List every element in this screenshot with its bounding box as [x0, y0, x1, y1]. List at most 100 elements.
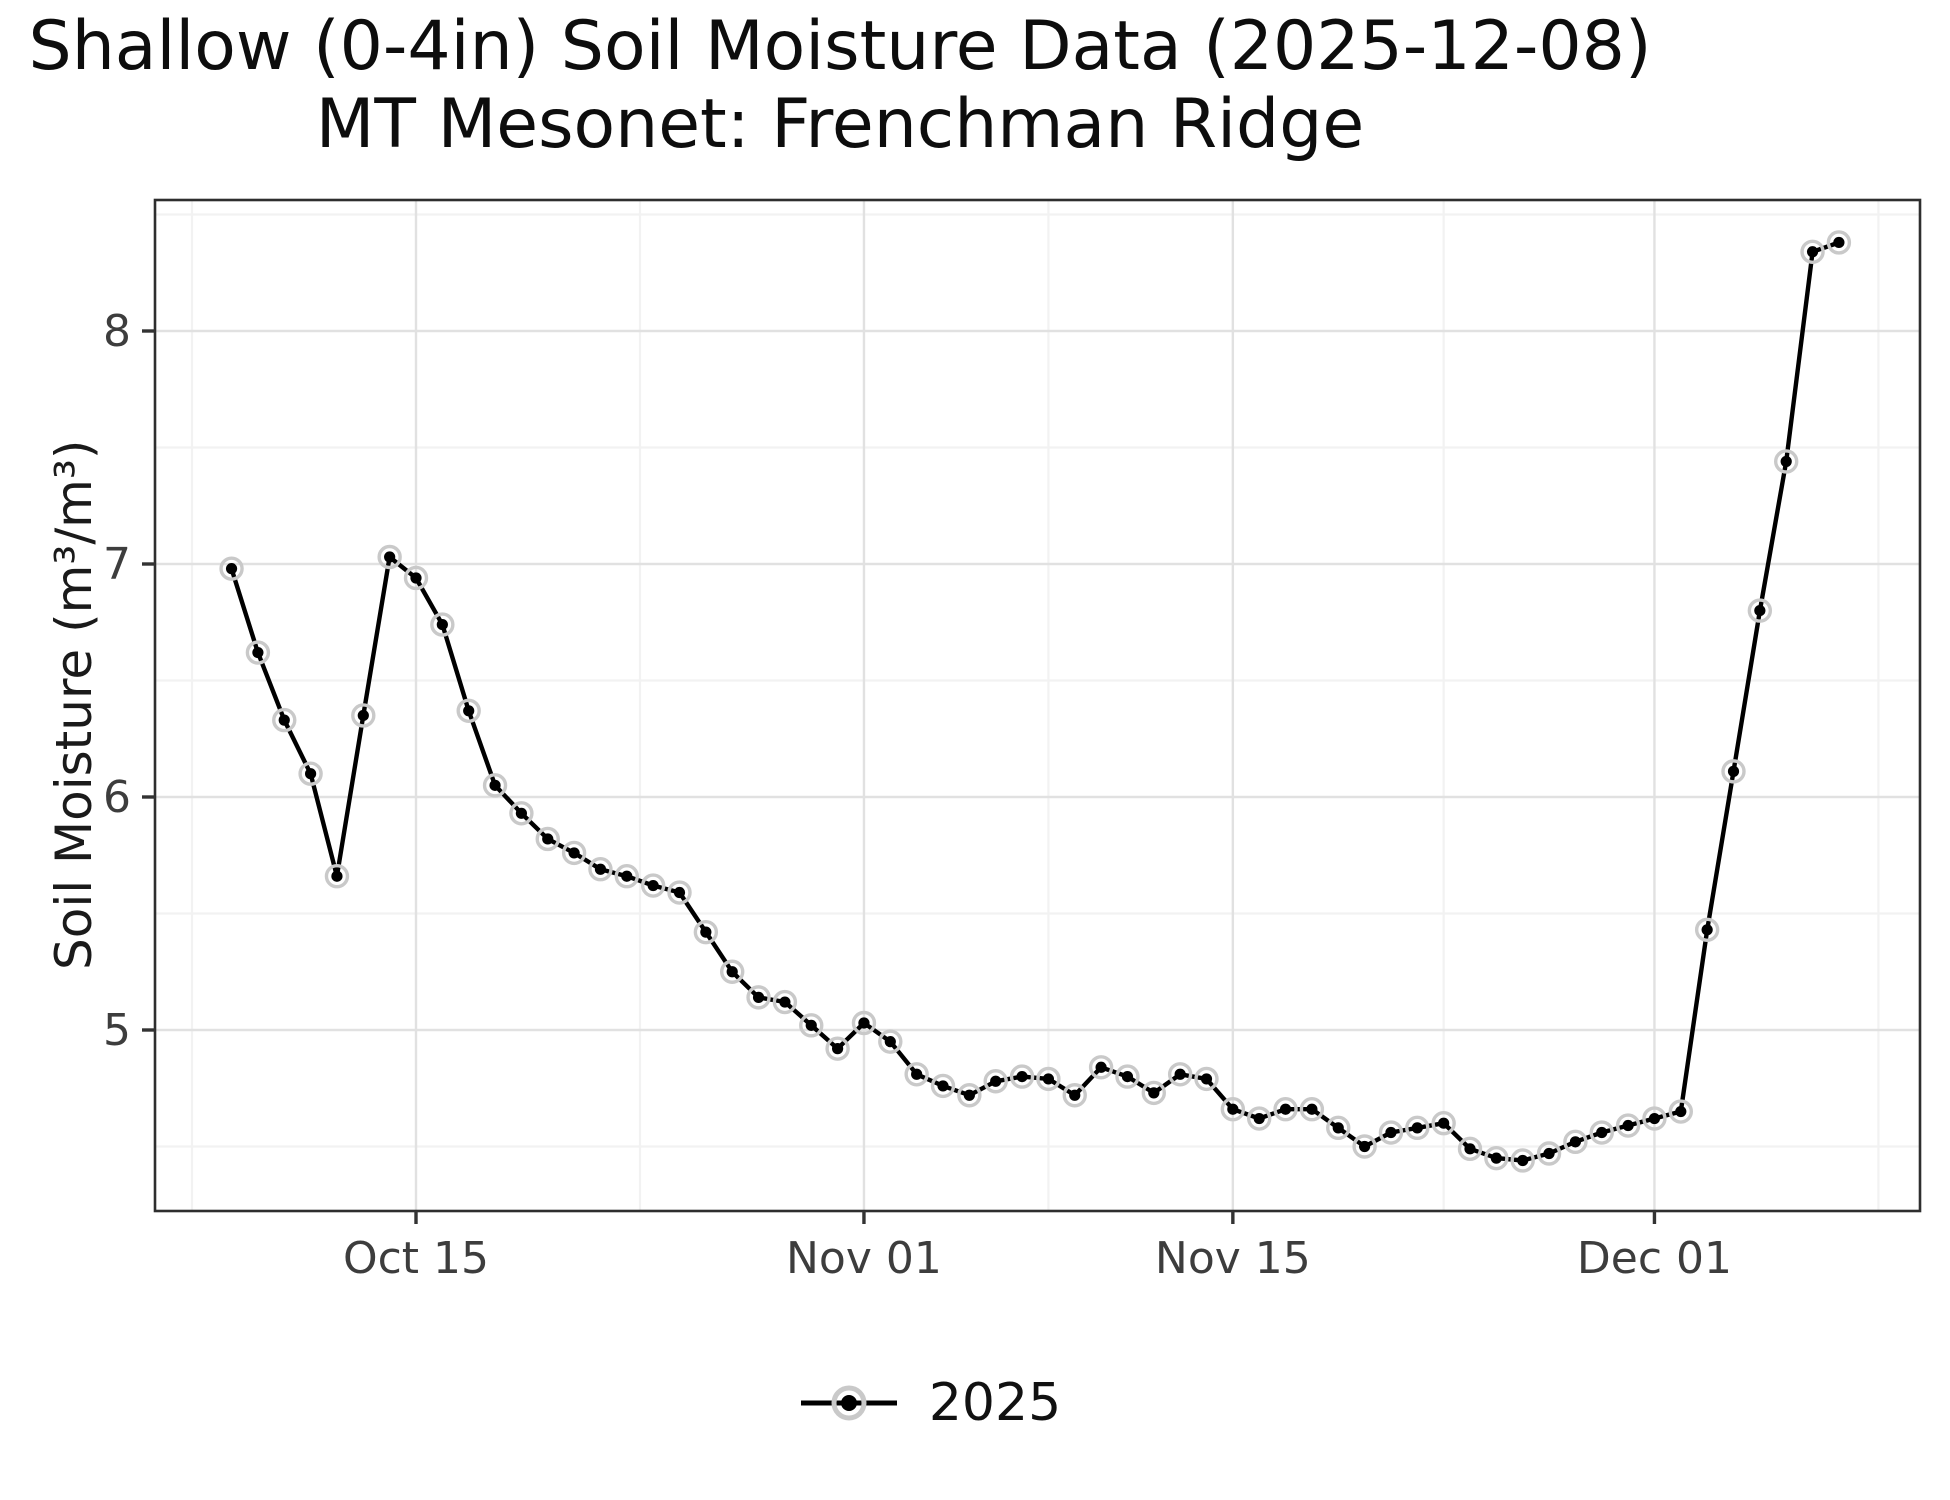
data-point: [1253, 1112, 1265, 1125]
data-point-halo: [272, 707, 297, 733]
data-point: [1438, 1117, 1450, 1129]
chart-title: Shallow (0-4in) Soil Moisture Data (2025…: [28, 7, 1652, 86]
data-point: [1095, 1061, 1107, 1073]
data-point-halo: [1194, 1066, 1219, 1092]
data-point: [1727, 765, 1740, 777]
data-point: [384, 551, 396, 563]
data-point-halo: [851, 1010, 877, 1036]
data-point: [331, 870, 343, 882]
data-point-halo: [324, 864, 350, 889]
data-point-halo: [298, 761, 323, 786]
data-point-halo: [1642, 1106, 1667, 1131]
data-point: [1543, 1147, 1555, 1160]
data-point-halo: [1510, 1148, 1535, 1173]
data-point-halo: [904, 1062, 929, 1087]
data-point-halo: [746, 985, 771, 1010]
data-point: [1648, 1112, 1661, 1125]
data-point-halo: [1141, 1080, 1167, 1106]
data-point-halo: [245, 640, 271, 665]
data-point: [990, 1075, 1002, 1087]
data-point-halo: [1484, 1145, 1509, 1171]
data-point: [963, 1089, 975, 1101]
legend-label: 2025: [928, 1373, 1062, 1433]
data-point: [621, 870, 633, 882]
data-point: [1200, 1073, 1213, 1085]
chart-subtitle: MT Mesonet: Frenchman Ridge: [315, 84, 1365, 164]
data-point: [542, 833, 554, 845]
data-point-halo: [1115, 1064, 1140, 1089]
data-point-halo: [377, 544, 402, 570]
data-point: [937, 1080, 949, 1092]
data-point-halo: [535, 826, 560, 852]
x-tick-label: Dec 01: [1577, 1233, 1732, 1284]
data-point: [884, 1036, 896, 1048]
x-tick-label: Nov 15: [1155, 1233, 1311, 1284]
data-point-halo: [1826, 230, 1852, 255]
data-point: [1042, 1073, 1054, 1085]
data-point-halo: [1615, 1113, 1641, 1138]
data-point: [1411, 1122, 1423, 1134]
data-point-halo: [825, 1036, 850, 1061]
data-point-halo: [1036, 1066, 1061, 1092]
y-tick-label: 6: [103, 772, 131, 823]
data-point-halo: [614, 864, 639, 889]
data-point: [1174, 1068, 1186, 1080]
data-point: [647, 879, 659, 892]
data-point-halo: [1352, 1134, 1377, 1159]
data-point: [700, 926, 712, 938]
data-point-halo: [693, 919, 719, 945]
data-point-halo: [930, 1073, 956, 1099]
data-point-halo: [1167, 1062, 1193, 1087]
data-point-halo: [430, 612, 455, 637]
data-point: [673, 886, 686, 899]
data-point-halo: [1694, 917, 1720, 943]
data-point: [1069, 1089, 1081, 1101]
data-point-halo: [983, 1069, 1008, 1094]
y-tick-label: 5: [103, 1005, 131, 1056]
data-point: [1490, 1152, 1502, 1164]
y-axis-label: Soil Moisture (m³/m³): [45, 439, 103, 970]
data-point-halo: [1062, 1083, 1087, 1108]
x-tick-label: Oct 15: [343, 1233, 489, 1284]
data-point: [568, 847, 580, 859]
data-point: [1332, 1122, 1344, 1134]
data-point: [225, 563, 238, 575]
data-point: [357, 709, 369, 722]
data-point-halo: [1405, 1115, 1430, 1141]
data-point-halo: [772, 989, 798, 1015]
data-point-halo: [957, 1083, 982, 1108]
data-point: [1385, 1126, 1397, 1139]
data-point: [410, 572, 422, 584]
data-point-halo: [720, 959, 745, 984]
data-point-halo: [1299, 1097, 1325, 1122]
y-tick-label: 7: [103, 539, 131, 590]
data-point: [1148, 1087, 1160, 1099]
panel-border: [153, 198, 1922, 1213]
data-point-halo: [219, 556, 244, 581]
data-point: [1464, 1143, 1476, 1155]
data-point: [1359, 1140, 1371, 1153]
data-point-halo: [403, 565, 429, 591]
data-point: [252, 646, 264, 659]
data-point-halo: [640, 873, 666, 898]
data-point: [515, 807, 528, 819]
data-point-halo: [1563, 1129, 1588, 1155]
chart-title-block: Shallow (0-4in) Soil Moisture Data (2025…: [0, 8, 1680, 163]
data-point: [1675, 1105, 1687, 1118]
data-point-halo: [667, 880, 692, 905]
data-point-halo: [1431, 1110, 1456, 1136]
data-point: [594, 863, 607, 875]
data-point-halo: [1747, 598, 1773, 623]
data-point-halo: [351, 703, 376, 728]
data-point-halo: [1800, 239, 1825, 264]
data-point: [752, 991, 765, 1003]
data-point-halo: [1536, 1141, 1562, 1166]
data-point: [1121, 1071, 1134, 1083]
data-point: [305, 768, 317, 780]
data-point-halo: [482, 773, 508, 798]
data-point-halo: [1457, 1136, 1483, 1162]
data-point-halo: [1326, 1115, 1351, 1141]
data-point: [1517, 1154, 1529, 1167]
data-point-halo: [1773, 449, 1799, 474]
